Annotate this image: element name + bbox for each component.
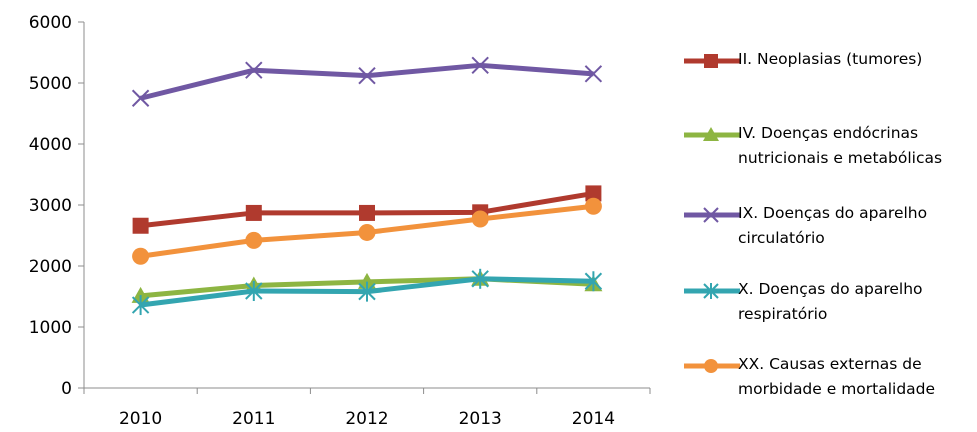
data-point-stroke xyxy=(131,89,150,107)
y-tick-label: 4000 xyxy=(29,135,72,155)
y-tick-label: 6000 xyxy=(29,13,72,33)
series-circle xyxy=(132,197,602,265)
legend-label: IV. Doenças endócrinas nutricionais e me… xyxy=(738,124,943,167)
data-point-stroke xyxy=(584,65,603,83)
legend-symbol-x xyxy=(684,207,740,223)
series-star xyxy=(131,268,603,316)
y-tick-label: 5000 xyxy=(29,74,72,94)
data-point xyxy=(358,66,376,85)
y-tick-label: 1000 xyxy=(29,318,72,338)
legend-label: XX. Causas externas de morbidade e morta… xyxy=(738,355,936,398)
legend-label: II. Neoplasias (tumores) xyxy=(738,50,923,68)
axes: 0 1000 2000 3000 4000 5000 6000 2010 2011 2012 201… xyxy=(29,13,651,429)
legend-symbol-star xyxy=(684,283,740,299)
x-tick-label: 2012 xyxy=(345,409,388,429)
x-tick-label: 2010 xyxy=(119,409,162,429)
data-point xyxy=(585,185,602,202)
legend-label: X. Doenças do aparelho respiratório xyxy=(738,280,923,323)
data-point xyxy=(245,231,263,249)
data-point xyxy=(358,223,376,241)
y-tick-label: 2000 xyxy=(29,257,72,277)
data-point xyxy=(584,271,603,292)
data-point xyxy=(131,286,150,303)
series-x xyxy=(131,56,603,107)
data-point xyxy=(131,89,150,107)
legend-symbol-square xyxy=(684,54,740,68)
data-point-stroke xyxy=(245,61,263,79)
data-point xyxy=(358,281,376,302)
data-point xyxy=(132,217,149,234)
data-point xyxy=(358,272,376,289)
data-point xyxy=(471,268,489,289)
data-point-stroke xyxy=(471,56,489,75)
x-tick-label: 2013 xyxy=(459,409,502,429)
data-point xyxy=(471,56,489,75)
y-tick-label: 3000 xyxy=(29,196,72,216)
data-point xyxy=(245,281,263,302)
data-point xyxy=(131,295,150,316)
legend-symbol-circle xyxy=(684,359,740,373)
data-point xyxy=(245,204,262,221)
data-point xyxy=(471,210,489,228)
y-tick-label: 0 xyxy=(61,379,72,399)
data-point-stroke xyxy=(358,66,376,85)
x-tick-label: 2014 xyxy=(572,409,615,429)
data-point xyxy=(584,65,603,83)
series-layer xyxy=(131,56,603,316)
legend-label: IX. Doenças do aparelho circulatório xyxy=(738,204,928,247)
data-point xyxy=(132,247,150,265)
legend-symbol-triangle xyxy=(684,127,740,141)
data-point xyxy=(245,61,263,79)
data-point xyxy=(584,197,602,215)
x-tick-label: 2011 xyxy=(232,409,275,429)
series-line xyxy=(139,62,594,101)
data-point xyxy=(359,204,375,221)
